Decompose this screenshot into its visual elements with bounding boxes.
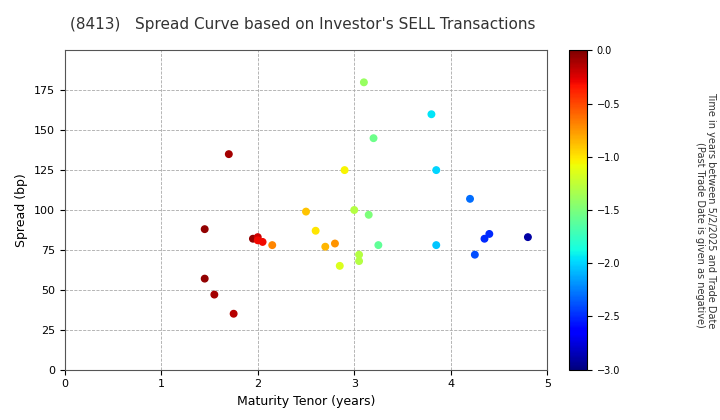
Point <box>484 231 495 237</box>
Point <box>199 226 210 233</box>
Point <box>320 243 331 250</box>
Y-axis label: Spread (bp): Spread (bp) <box>15 173 28 247</box>
Text: Time in years between 5/2/2025 and Trade Date
(Past Trade Date is given as negat: Time in years between 5/2/2025 and Trade… <box>695 92 716 328</box>
Point <box>522 234 534 241</box>
Point <box>209 291 220 298</box>
Point <box>199 275 210 282</box>
Point <box>354 251 365 258</box>
Point <box>300 208 312 215</box>
Point <box>252 234 264 241</box>
Point <box>247 235 258 242</box>
Point <box>266 242 278 249</box>
Point <box>469 251 481 258</box>
Point <box>339 167 351 173</box>
Point <box>228 310 240 317</box>
X-axis label: Maturity Tenor (years): Maturity Tenor (years) <box>237 395 375 408</box>
Point <box>329 240 341 247</box>
Point <box>368 135 379 142</box>
Point <box>348 207 360 213</box>
Point <box>431 242 442 249</box>
Point <box>358 79 369 86</box>
Point <box>373 242 384 249</box>
Point <box>426 111 437 118</box>
Point <box>223 151 235 158</box>
Point <box>257 239 269 245</box>
Point <box>354 258 365 265</box>
Point <box>363 211 374 218</box>
Text: (8413)   Spread Curve based on Investor's SELL Transactions: (8413) Spread Curve based on Investor's … <box>70 17 535 32</box>
Point <box>464 195 476 202</box>
Point <box>310 227 321 234</box>
Point <box>252 237 264 244</box>
Point <box>479 235 490 242</box>
Point <box>334 262 346 269</box>
Point <box>431 167 442 173</box>
